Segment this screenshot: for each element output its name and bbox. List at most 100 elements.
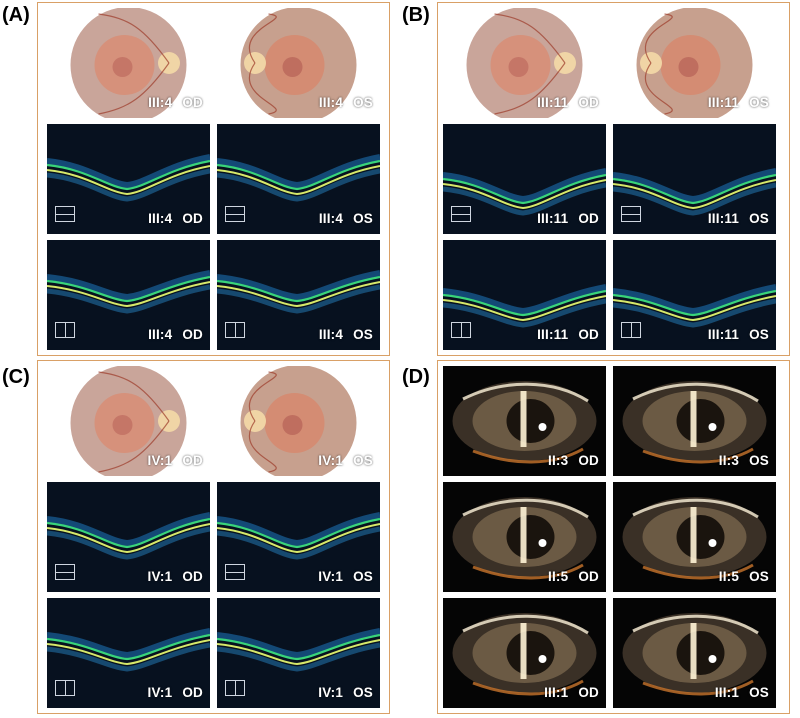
panel-b-oct-image-6: III:11 OS bbox=[613, 240, 776, 350]
panel-b-frame bbox=[437, 2, 790, 356]
scan-direction-icon bbox=[225, 322, 245, 338]
panel-a-oct-image-6: III:4 OS bbox=[217, 240, 380, 350]
eye-side: OD bbox=[578, 211, 599, 226]
subject-id: IV:1 bbox=[147, 685, 173, 700]
panel-c-oct-image-3: IV:1 OD bbox=[47, 482, 210, 592]
panel-d-eye-image-1: II:3 OD bbox=[443, 366, 606, 476]
image-caption: IV:1 OD bbox=[148, 569, 203, 584]
subject-id: IV:1 bbox=[318, 685, 344, 700]
panel-d-eye-image-3: II:5 OD bbox=[443, 482, 606, 592]
eye-side: OD bbox=[578, 95, 599, 110]
subject-id: IV:1 bbox=[147, 453, 173, 468]
subject-id: III:1 bbox=[544, 685, 569, 700]
panel-a-fundus-image-1: III:4 OD bbox=[47, 8, 210, 118]
subject-id: III:11 bbox=[537, 211, 569, 226]
eye-side: OD bbox=[182, 453, 203, 468]
panel-c-oct-image-5: IV:1 OD bbox=[47, 598, 210, 708]
image-caption: III:11 OD bbox=[537, 211, 599, 226]
scan-direction-icon bbox=[621, 206, 641, 222]
subject-id: III:4 bbox=[148, 327, 173, 342]
subject-id: IV:1 bbox=[147, 569, 173, 584]
eye-side: OS bbox=[749, 453, 769, 468]
eye-side: OS bbox=[749, 569, 769, 584]
subject-id: III:11 bbox=[707, 95, 740, 110]
scan-direction-icon bbox=[225, 564, 245, 580]
panel-c-oct-image-4: IV:1 OS bbox=[217, 482, 380, 592]
scan-direction-icon bbox=[55, 206, 75, 222]
eye-side: OS bbox=[353, 211, 373, 226]
image-caption: III:4 OS bbox=[319, 211, 373, 226]
eye-side: OS bbox=[749, 95, 769, 110]
panel-d-eye-image-5: III:1 OD bbox=[443, 598, 606, 708]
subject-id: III:11 bbox=[537, 327, 569, 342]
eye-side: OD bbox=[578, 685, 599, 700]
eye-side: OD bbox=[182, 327, 203, 342]
panel-c-oct-image-6: IV:1 OS bbox=[217, 598, 380, 708]
panel-a-oct-image-5: III:4 OD bbox=[47, 240, 210, 350]
eye-side: OD bbox=[182, 95, 203, 110]
panel-b-oct-image-5: III:11 OD bbox=[443, 240, 606, 350]
image-caption: IV:1 OS bbox=[318, 569, 373, 584]
subject-id: III:4 bbox=[318, 95, 344, 110]
eye-side: OS bbox=[749, 211, 769, 226]
panel-d-eye-image-4: II:5 OS bbox=[613, 482, 776, 592]
subject-id: III:4 bbox=[318, 327, 344, 342]
eye-side: OD bbox=[578, 453, 599, 468]
image-caption: II:5 OS bbox=[719, 569, 769, 584]
eye-side: OD bbox=[182, 569, 203, 584]
subject-id: III:11 bbox=[707, 211, 740, 226]
eye-side: OS bbox=[749, 327, 769, 342]
subject-id: III:4 bbox=[318, 211, 344, 226]
eye-side: OS bbox=[353, 569, 373, 584]
panel-b-oct-image-4: III:11 OS bbox=[613, 124, 776, 234]
eye-side: OS bbox=[353, 95, 373, 110]
panel-b-fundus-image-2: III:11 OS bbox=[613, 8, 776, 118]
image-caption: IV:1 OS bbox=[318, 685, 373, 700]
panel-a-oct-image-4: III:4 OS bbox=[217, 124, 380, 234]
panel-c-fundus-image-1: IV:1 OD bbox=[47, 366, 210, 476]
image-caption: IV:1 OD bbox=[148, 453, 203, 468]
panel-b-oct-image-3: III:11 OD bbox=[443, 124, 606, 234]
scan-direction-icon bbox=[55, 680, 75, 696]
eye-side: OS bbox=[353, 685, 373, 700]
panel-c-fundus-image-2: IV:1 OS bbox=[217, 366, 380, 476]
scan-direction-icon bbox=[225, 680, 245, 696]
image-caption: III:4 OD bbox=[148, 211, 203, 226]
panel-a-oct-image-3: III:4 OD bbox=[47, 124, 210, 234]
panel-d-eye-image-6: III:1 OS bbox=[613, 598, 776, 708]
eye-side: OD bbox=[578, 327, 599, 342]
scan-direction-icon bbox=[225, 206, 245, 222]
eye-side: OD bbox=[578, 569, 599, 584]
panel-b-fundus-image-1: III:11 OD bbox=[443, 8, 606, 118]
image-caption: III:4 OD bbox=[148, 327, 203, 342]
subject-id: IV:1 bbox=[318, 453, 344, 468]
scan-direction-icon bbox=[451, 206, 471, 222]
scan-direction-icon bbox=[621, 322, 641, 338]
image-caption: III:11 OS bbox=[708, 211, 769, 226]
image-caption: III:11 OS bbox=[708, 95, 769, 110]
image-caption: II:3 OD bbox=[548, 453, 599, 468]
panel-label-d: (D) bbox=[402, 366, 430, 388]
subject-id: II:3 bbox=[718, 453, 740, 468]
image-caption: III:4 OS bbox=[319, 327, 373, 342]
panel-c-frame bbox=[37, 360, 390, 714]
image-caption: IV:1 OD bbox=[148, 685, 203, 700]
image-caption: II:5 OD bbox=[548, 569, 599, 584]
panel-label-b: (B) bbox=[402, 4, 430, 26]
image-caption: III:4 OS bbox=[319, 95, 373, 110]
image-caption: III:1 OS bbox=[715, 685, 769, 700]
subject-id: II:5 bbox=[718, 569, 740, 584]
image-caption: III:11 OS bbox=[708, 327, 769, 342]
scan-direction-icon bbox=[451, 322, 471, 338]
image-caption: II:3 OS bbox=[719, 453, 769, 468]
subject-id: III:11 bbox=[537, 95, 569, 110]
panel-a-fundus-image-2: III:4 OS bbox=[217, 8, 380, 118]
eye-side: OD bbox=[182, 685, 203, 700]
scan-direction-icon bbox=[55, 564, 75, 580]
image-caption: III:11 OD bbox=[537, 95, 599, 110]
subject-id: II:5 bbox=[548, 569, 569, 584]
panel-label-c: (C) bbox=[2, 366, 30, 388]
image-caption: III:11 OD bbox=[537, 327, 599, 342]
subject-id: III:4 bbox=[148, 95, 173, 110]
panel-d-frame bbox=[437, 360, 790, 714]
